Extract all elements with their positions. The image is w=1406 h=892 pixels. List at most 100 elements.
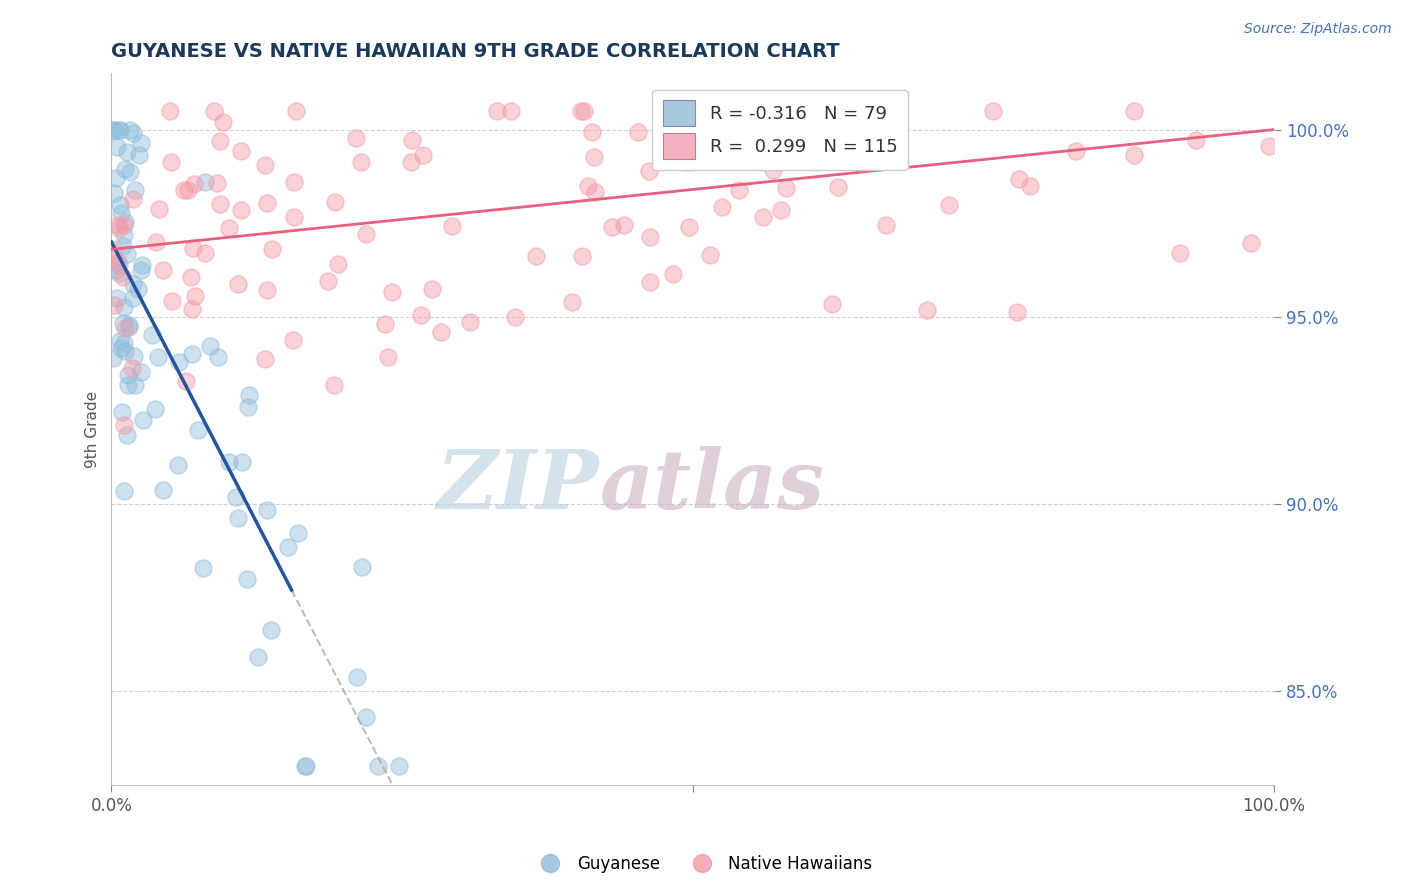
Point: [129, 262, 152, 277]
Point: [112, 301, 135, 315]
Point: [346, 670, 368, 684]
Point: [107, 255, 129, 269]
Point: [141, 327, 163, 342]
Point: [229, 202, 252, 217]
Point: [676, 103, 699, 118]
Point: [260, 242, 283, 256]
Point: [112, 418, 135, 433]
Point: [388, 759, 411, 773]
Point: [208, 197, 231, 211]
Point: [184, 289, 207, 303]
Point: [107, 219, 129, 233]
Point: [326, 257, 349, 271]
Point: [117, 377, 139, 392]
Point: [775, 181, 797, 195]
Point: [699, 248, 721, 262]
Point: [1122, 103, 1144, 118]
Point: [253, 351, 276, 366]
Point: [915, 302, 938, 317]
Point: [103, 252, 125, 266]
Text: GUYANESE VS NATIVE HAWAIIAN 9TH GRADE CORRELATION CHART: GUYANESE VS NATIVE HAWAIIAN 9TH GRADE CO…: [111, 42, 839, 61]
Point: [236, 401, 259, 415]
Point: [981, 103, 1004, 118]
Point: [583, 150, 606, 164]
Point: [112, 227, 135, 242]
Point: [638, 229, 661, 244]
Point: [256, 283, 278, 297]
Point: [581, 125, 603, 139]
Text: ZIP: ZIP: [437, 446, 600, 526]
Point: [1184, 133, 1206, 147]
Point: [486, 103, 509, 118]
Point: [294, 759, 316, 773]
Point: [104, 170, 127, 185]
Legend: R = -0.316   N = 79, R =  0.299   N = 115: R = -0.316 N = 79, R = 0.299 N = 115: [652, 89, 908, 169]
Point: [103, 243, 125, 257]
Point: [283, 175, 305, 189]
Point: [762, 162, 785, 177]
Point: [571, 249, 593, 263]
Point: [131, 365, 153, 379]
Point: [122, 291, 145, 305]
Point: [350, 560, 373, 574]
Point: [122, 192, 145, 206]
Point: [662, 267, 685, 281]
Point: [678, 219, 700, 234]
Point: [177, 182, 200, 196]
Point: [238, 388, 260, 402]
Point: [115, 145, 138, 159]
Point: [1240, 235, 1263, 250]
Point: [110, 205, 132, 219]
Point: [561, 294, 583, 309]
Point: [612, 219, 634, 233]
Point: [852, 108, 875, 122]
Point: [118, 165, 141, 179]
Point: [285, 103, 308, 118]
Point: [374, 318, 396, 332]
Point: [118, 122, 141, 136]
Point: [173, 182, 195, 196]
Point: [110, 342, 132, 356]
Point: [181, 302, 204, 317]
Point: [122, 126, 145, 140]
Text: Source: ZipAtlas.com: Source: ZipAtlas.com: [1244, 22, 1392, 37]
Point: [228, 277, 250, 292]
Point: [679, 148, 702, 162]
Point: [430, 326, 453, 340]
Point: [115, 428, 138, 442]
Point: [108, 122, 131, 136]
Point: [401, 133, 423, 147]
Point: [576, 178, 599, 193]
Point: [103, 122, 125, 136]
Point: [458, 315, 481, 329]
Point: [231, 454, 253, 468]
Point: [108, 258, 131, 272]
Point: [247, 649, 270, 664]
Point: [103, 298, 125, 312]
Point: [295, 759, 318, 773]
Point: [354, 710, 377, 724]
Point: [181, 346, 204, 360]
Point: [145, 402, 167, 417]
Point: [377, 350, 399, 364]
Point: [524, 249, 547, 263]
Point: [411, 308, 433, 322]
Point: [145, 235, 167, 250]
Point: [256, 502, 278, 516]
Point: [229, 144, 252, 158]
Point: [730, 140, 752, 154]
Point: [218, 455, 240, 469]
Point: [118, 318, 141, 332]
Point: [322, 378, 344, 392]
Point: [167, 458, 190, 472]
Point: [710, 200, 733, 214]
Point: [108, 334, 131, 348]
Point: [572, 103, 595, 118]
Point: [226, 511, 249, 525]
Point: [638, 276, 661, 290]
Point: [820, 297, 842, 311]
Point: [112, 270, 135, 285]
Point: [110, 198, 132, 212]
Point: [209, 134, 232, 148]
Point: [1258, 139, 1281, 153]
